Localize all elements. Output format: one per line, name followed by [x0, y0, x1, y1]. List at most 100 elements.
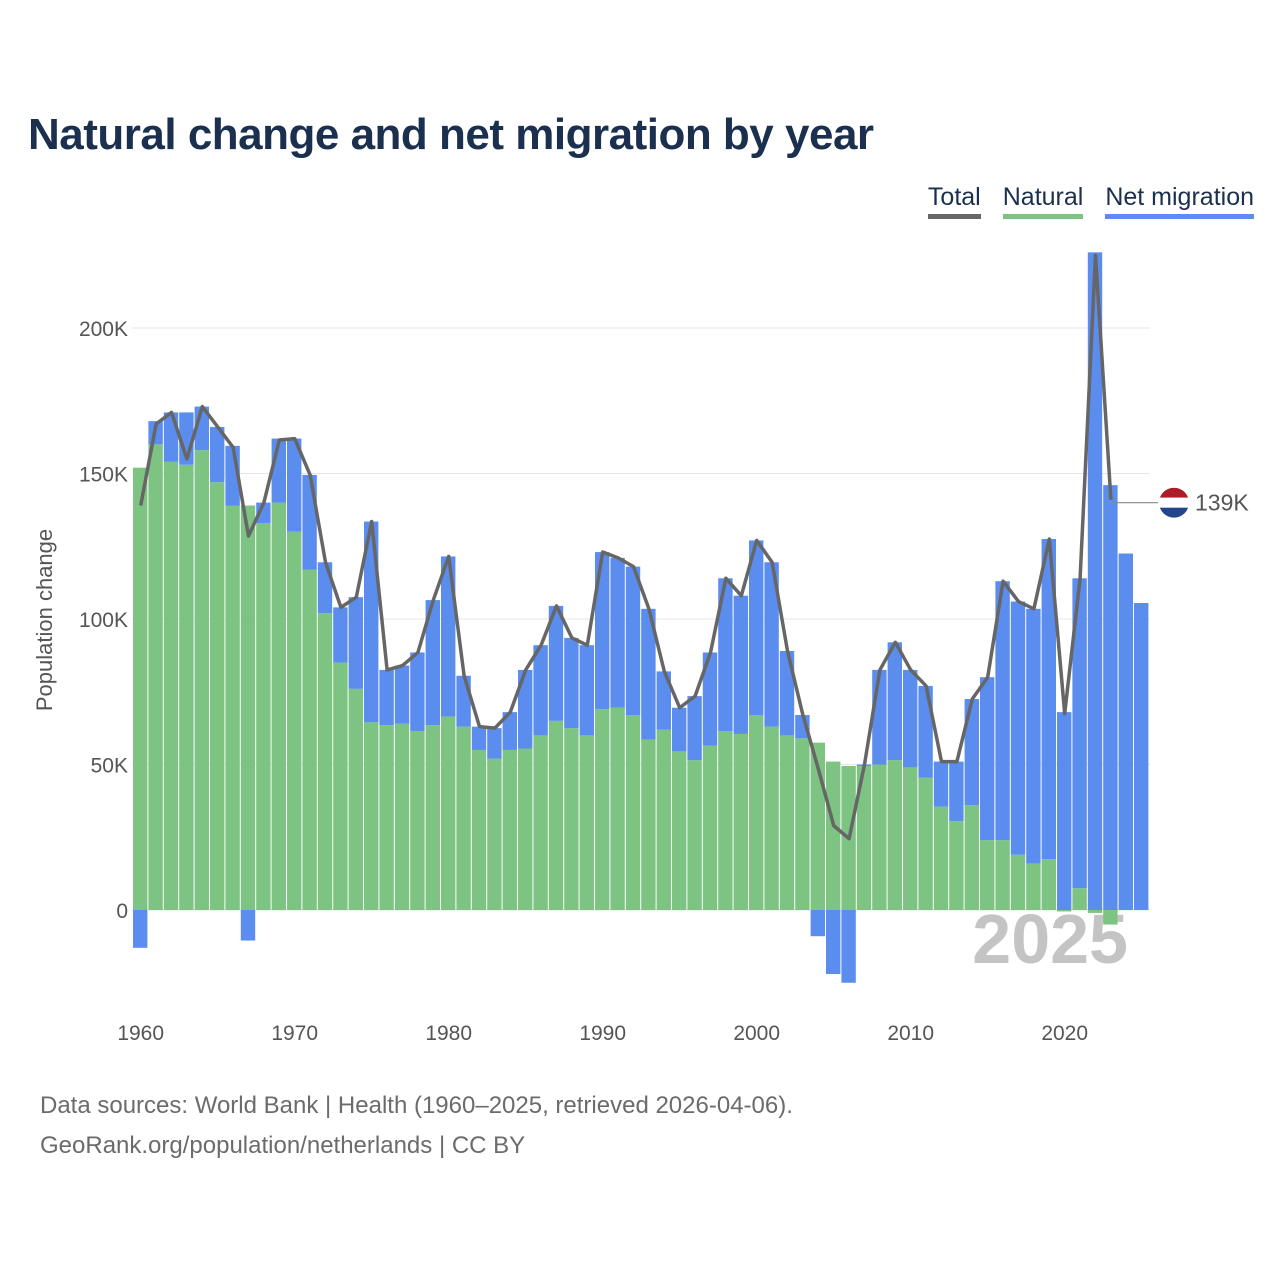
legend-natural[interactable]: Natural — [1002, 183, 1084, 219]
flag-stripe-red — [1159, 487, 1189, 498]
migration-bar — [348, 597, 363, 689]
migration-bar — [1134, 602, 1149, 910]
migration-bar — [1118, 553, 1133, 910]
natural-bar — [964, 805, 979, 910]
footer: Data sources: World Bank | Health (1960–… — [40, 1086, 793, 1166]
migration-bar — [441, 556, 456, 717]
migration-bar — [1072, 578, 1087, 889]
flag-stripe-blue — [1159, 507, 1189, 518]
migration-bar — [163, 412, 179, 462]
natural-bar — [394, 723, 410, 910]
migration-bar — [887, 642, 902, 761]
migration-bar — [518, 669, 533, 749]
migration-bar — [872, 669, 887, 765]
migration-bar — [471, 726, 487, 750]
migration-bar — [933, 761, 949, 807]
natural-bar — [302, 569, 317, 910]
natural-bar — [548, 720, 564, 910]
migration-bar — [764, 562, 779, 727]
migration-bar — [841, 910, 856, 983]
natural-bar — [718, 731, 733, 910]
natural-bar — [579, 735, 594, 910]
natural-bar — [163, 461, 179, 910]
natural-bar — [194, 450, 209, 910]
natural-bar — [764, 726, 779, 910]
migration-bar — [826, 910, 841, 975]
natural-bar — [702, 745, 718, 910]
migration-bar — [533, 645, 548, 736]
migration-bar — [487, 728, 502, 759]
natural-bar — [287, 531, 302, 910]
y-tick-label: 200K — [79, 318, 128, 341]
migration-bar — [364, 521, 379, 723]
y-axis-label: Population change — [32, 529, 57, 711]
natural-bar — [1010, 854, 1026, 910]
total-line — [138, 253, 1113, 841]
migration-bar — [287, 438, 302, 532]
chart-title: Natural change and net migration by year — [28, 110, 874, 159]
chart-legend: Total Natural Net migration — [927, 183, 1254, 219]
natural-bar — [240, 505, 256, 910]
natural-bar — [795, 738, 810, 910]
natural-bar — [425, 725, 440, 910]
natural-bar — [210, 482, 225, 910]
migration-bar — [672, 707, 687, 752]
natural-bar — [595, 709, 610, 910]
natural-bar — [749, 715, 764, 910]
migration-bar — [394, 665, 410, 724]
natural-bar — [256, 522, 271, 910]
natural-bar — [133, 467, 148, 910]
migration-bar — [903, 669, 918, 768]
natural-bar — [1041, 859, 1056, 910]
migration-bar — [333, 607, 348, 663]
natural-bar — [872, 764, 887, 910]
y-tick-label: 100K — [79, 609, 128, 632]
natural-bar — [733, 733, 748, 910]
migration-bar — [410, 652, 425, 732]
migration-bar — [1010, 601, 1026, 855]
migration-bar — [687, 696, 702, 761]
natural-bar — [179, 464, 194, 910]
x-tick-label: 1980 — [425, 1022, 472, 1045]
migration-bar — [502, 712, 517, 750]
footer-attribution: GeoRank.org/population/netherlands | CC … — [40, 1132, 526, 1159]
migration-bar — [564, 637, 579, 729]
natural-bar — [1072, 888, 1087, 910]
migration-bar — [379, 669, 394, 726]
natural-bar — [564, 728, 579, 910]
migration-bar — [133, 910, 148, 948]
footer-sources: Data sources: World Bank | Health (1960–… — [40, 1092, 793, 1119]
migration-bar — [718, 578, 733, 732]
natural-bar — [980, 840, 995, 910]
end-value-label: 139K — [1195, 490, 1249, 516]
migration-bar — [548, 605, 564, 721]
legend-total[interactable]: Total — [927, 183, 981, 219]
bar-chart: 0 50K 100K 150K 200K 1960 1970 1980 1990 2000 201… — [32, 252, 1249, 1045]
natural-bar — [1087, 910, 1103, 913]
migration-bar — [1087, 252, 1103, 911]
y-tick-label: 50K — [91, 755, 128, 778]
natural-bar — [471, 749, 487, 910]
migration-bar — [702, 652, 718, 746]
natural-bar — [225, 505, 240, 910]
natural-bar — [502, 749, 517, 910]
natural-bar — [364, 722, 379, 910]
natural-bar — [148, 444, 163, 910]
natural-bar — [656, 729, 671, 910]
migration-bar — [610, 557, 625, 708]
migration-bar — [1057, 712, 1072, 910]
migration-bar — [641, 608, 656, 740]
migration-bar — [317, 562, 333, 614]
natural-bar — [610, 707, 625, 910]
bars — [133, 252, 1149, 983]
x-tick-label: 2000 — [733, 1022, 780, 1045]
legend-net-migration[interactable]: Net migration — [1105, 183, 1254, 219]
migration-bar — [579, 645, 594, 736]
natural-bar — [456, 726, 471, 910]
natural-bar — [379, 725, 394, 910]
natural-bar — [625, 715, 641, 910]
migration-bar — [995, 581, 1010, 841]
natural-bar — [687, 760, 702, 910]
migration-bar — [456, 675, 471, 727]
netherlands-flag-icon — [1159, 487, 1189, 518]
